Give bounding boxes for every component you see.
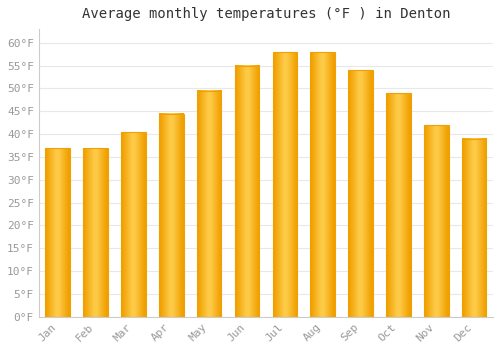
Bar (272, 52, 297, 317)
Bar (462, 139, 486, 317)
Bar (234, 65, 260, 317)
Bar (159, 113, 184, 317)
Bar (121, 132, 146, 317)
Bar (424, 125, 448, 317)
Bar (46, 148, 70, 317)
Bar (197, 91, 222, 317)
Bar (386, 93, 410, 317)
Bar (348, 70, 373, 317)
Bar (310, 52, 335, 317)
Bar (84, 148, 108, 317)
Title: Average monthly temperatures (°F ) in Denton: Average monthly temperatures (°F ) in De… (82, 7, 450, 21)
